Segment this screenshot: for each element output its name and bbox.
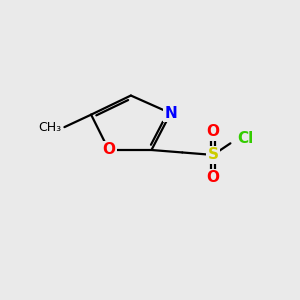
Text: Cl: Cl [237, 131, 254, 146]
Text: N: N [164, 106, 177, 121]
Text: O: O [207, 170, 220, 185]
Text: O: O [102, 142, 115, 158]
Text: O: O [207, 124, 220, 140]
Text: CH₃: CH₃ [38, 121, 61, 134]
Text: S: S [208, 147, 219, 162]
